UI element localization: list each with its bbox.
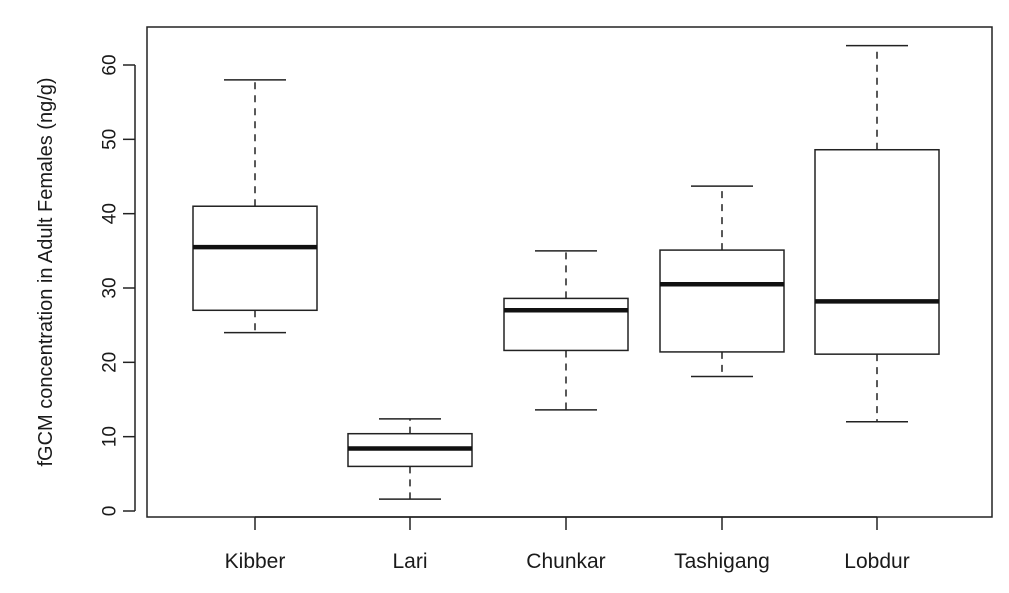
iqr-box [503,297,629,352]
x-tick-label: Lari [392,550,427,573]
y-tick-label: 10 [100,426,121,447]
boxes [192,44,940,500]
iqr-box [192,205,318,312]
box-tashigang [659,185,785,378]
y-tick-label: 20 [100,352,121,373]
y-tick-label: 50 [100,129,121,150]
x-tick-label: Tashigang [674,550,770,573]
y-tick-label: 40 [100,203,121,224]
x-axis: Kibber Lari Chunkar Tashigang Lobdur [225,516,910,573]
x-tick-label: Kibber [225,550,286,573]
box-lobdur [814,44,940,423]
x-tick-label: Chunkar [526,550,605,573]
iqr-box [814,148,940,355]
y-tick-label: 0 [100,506,121,517]
iqr-box [659,249,785,353]
box-lari [347,418,473,500]
box-chunkar [503,250,629,411]
y-tick-label: 60 [100,54,121,75]
y-axis: 0 10 20 30 40 50 60 [100,54,136,517]
x-tick-label: Lobdur [844,550,909,573]
y-axis-label: fGCM concentration in Adult Females (ng/… [35,77,57,466]
y-tick-label: 30 [100,277,121,298]
box-kibber [192,79,318,334]
